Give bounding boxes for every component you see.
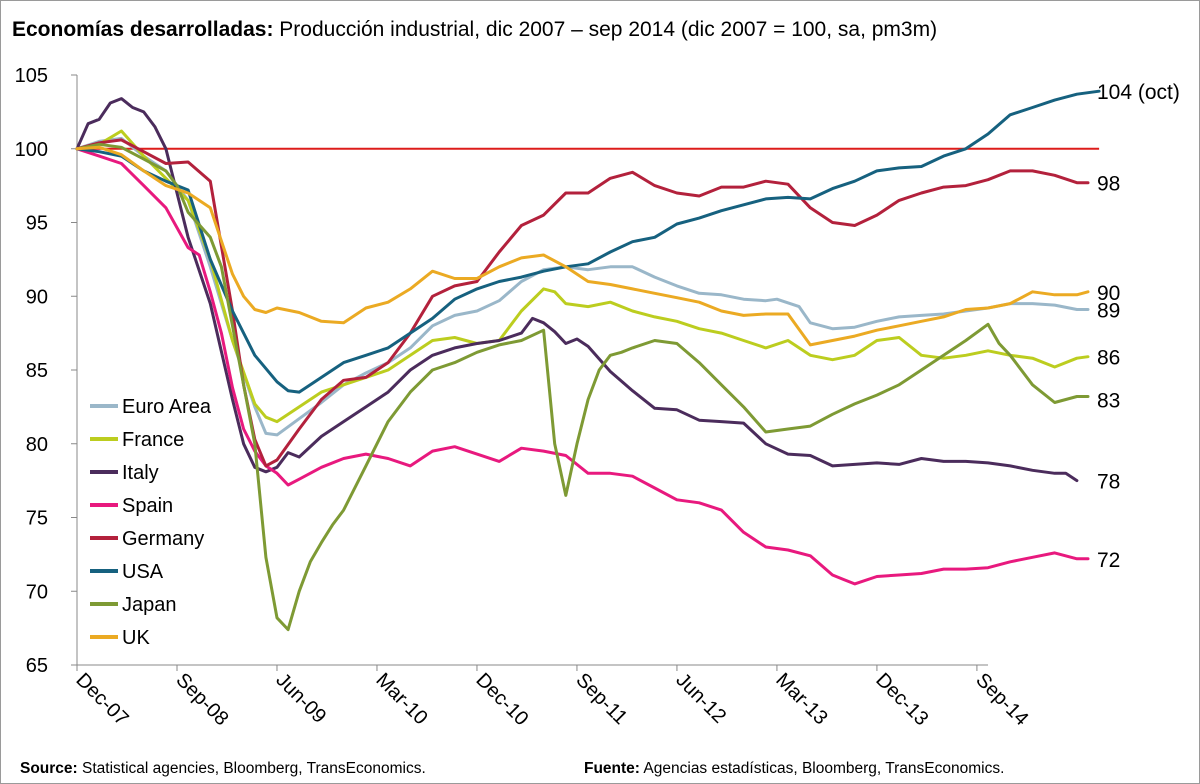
- y-tick-label: 90: [26, 286, 48, 308]
- series-line-japan: [75, 142, 1090, 632]
- y-tick-label: 70: [26, 581, 48, 603]
- series-line-usa: [75, 89, 1101, 394]
- legend-label: USA: [122, 561, 164, 583]
- end-label: 98: [1097, 173, 1120, 196]
- x-tick-label: Sep-08: [171, 669, 232, 730]
- y-tick-label: 100: [15, 139, 48, 161]
- title-bold: Economías desarrolladas:: [12, 18, 274, 41]
- source-label: Source:: [20, 760, 78, 777]
- x-tick-label: Jun-09: [271, 669, 330, 728]
- x-tick-label: Sep-11: [571, 669, 631, 729]
- x-tick-label: Sep-14: [971, 669, 1032, 730]
- end-label: 86: [1097, 347, 1120, 370]
- end-label: 90: [1097, 282, 1120, 305]
- fuente-label: Fuente:: [584, 760, 640, 777]
- source-note: Source: Statistical agencies, Bloomberg,…: [20, 760, 426, 778]
- series-line-euro-area: [75, 136, 1090, 437]
- series-lines: [75, 89, 1101, 632]
- end-label: 78: [1097, 471, 1120, 494]
- x-tick-label: Dec-13: [871, 669, 932, 730]
- end-label: 83: [1097, 390, 1120, 413]
- y-tick-label: 85: [26, 360, 48, 382]
- y-tick-label: 80: [26, 434, 48, 456]
- legend-label: Spain: [122, 495, 173, 517]
- end-label: 72: [1097, 549, 1120, 572]
- end-label: 104 (oct): [1097, 81, 1180, 104]
- series-line-france: [75, 129, 1090, 424]
- x-tick-label: Dec-07: [71, 669, 132, 730]
- series-line-spain: [75, 147, 1090, 586]
- legend-label: Euro Area: [122, 396, 212, 418]
- legend-label: France: [122, 429, 184, 451]
- x-tick-label: Jun-12: [671, 669, 730, 728]
- legend: Euro Area France Italy Spain Germany USA Japan…: [90, 396, 212, 649]
- y-tick-label: 75: [26, 508, 48, 530]
- x-tick-label: Dec-10: [471, 669, 532, 730]
- legend-label: UK: [122, 627, 150, 649]
- source-text: Statistical agencies, Bloomberg, TransEc…: [82, 760, 426, 777]
- x-tick-label: Mar-10: [371, 669, 431, 729]
- y-tick-label: 65: [26, 655, 48, 677]
- series-line-uk: [75, 145, 1090, 347]
- chart-title: Economías desarrolladas: Producción indu…: [12, 18, 937, 42]
- y-tick-label: 95: [26, 213, 48, 235]
- x-tick-label: Mar-13: [771, 669, 831, 729]
- legend-label: Japan: [122, 594, 177, 616]
- title-rest: Producción industrial, dic 2007 – sep 20…: [279, 18, 938, 41]
- end-label: 89: [1097, 300, 1120, 323]
- fuente-text: Agencias estadísticas, Bloomberg, TransE…: [643, 760, 1005, 777]
- fuente-note: Fuente: Agencias estadísticas, Bloomberg…: [584, 760, 1004, 778]
- y-tick-label: 105: [15, 65, 48, 87]
- legend-label: Italy: [122, 462, 159, 484]
- series-line-italy: [75, 97, 1079, 483]
- legend-label: Germany: [122, 528, 204, 550]
